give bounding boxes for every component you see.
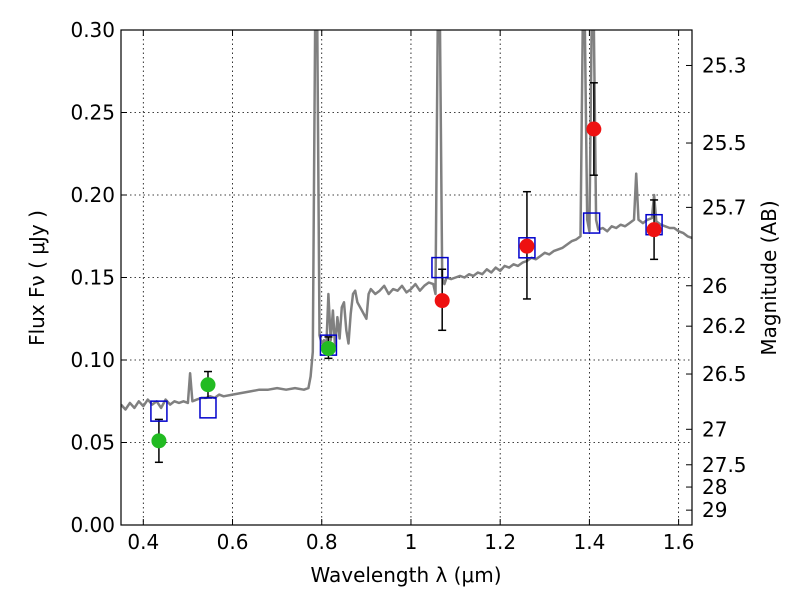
model-square [582, 212, 601, 234]
x-axis-label: Wavelength λ (μm) [310, 563, 501, 587]
right-tick-label: 26.5 [702, 362, 747, 386]
red-data-point [646, 222, 662, 238]
model-square [518, 237, 536, 259]
right-tick-label: 25.3 [702, 53, 747, 77]
green-data-point [151, 433, 167, 449]
x-tick-label: 1.6 [663, 530, 695, 554]
model-square [431, 256, 449, 279]
right-axis-label: Magnitude (AB) [757, 200, 781, 355]
ticks: 0.4 0.6 0.8 1 1.2 1.4 1.6 0.00 0.05 0.10 0.15 0.20 0… [70, 18, 746, 554]
grid [121, 30, 692, 525]
x-tick-label: 0.6 [217, 530, 249, 554]
right-tick-label: 28 [702, 475, 727, 499]
right-tick-label: 26 [702, 274, 727, 298]
green-data-point [200, 377, 216, 393]
right-tick-label: 27.5 [702, 453, 747, 477]
right-tick-label: 26.2 [702, 314, 747, 338]
red-data-point [519, 238, 535, 254]
red-data-point [586, 121, 602, 137]
y-tick-label: 0.15 [70, 266, 115, 290]
spectrum-line [121, 30, 692, 411]
right-tick-label: 25.7 [702, 195, 747, 219]
model-square [150, 400, 168, 422]
y-tick-label: 0.05 [70, 431, 115, 455]
y-tick-label: 0.00 [70, 513, 115, 537]
right-tick-label: 25.5 [702, 131, 747, 155]
x-tick-label: 1.4 [573, 530, 605, 554]
red-data-point [434, 293, 450, 309]
y-tick-label: 0.30 [70, 18, 115, 42]
y-tick-label: 0.25 [70, 101, 115, 125]
green-data-point [320, 340, 336, 356]
x-tick-label: 0.4 [127, 530, 159, 554]
x-tick-label: 0.8 [306, 530, 338, 554]
right-tick-label: 29 [702, 498, 727, 522]
y-axis-label: Flux Fν ( μJy ) [25, 210, 49, 346]
x-tick-label: 1 [405, 530, 418, 554]
x-tick-label: 1.2 [484, 530, 516, 554]
model-square [199, 397, 217, 419]
right-tick-label: 27 [702, 417, 727, 441]
plot-area [121, 30, 692, 464]
y-tick-label: 0.20 [70, 183, 115, 207]
y-tick-label: 0.10 [70, 348, 115, 372]
